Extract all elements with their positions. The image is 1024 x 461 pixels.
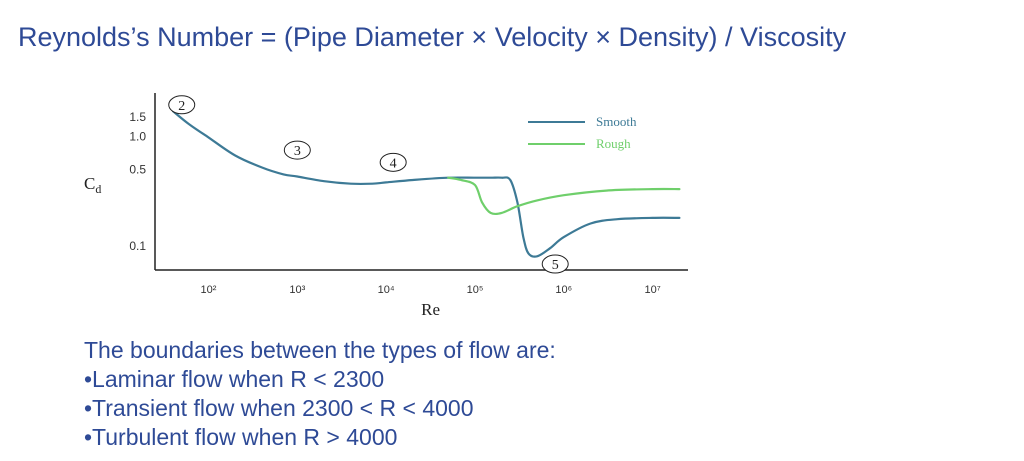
x-tick-label: 10³ <box>289 284 305 296</box>
legend: Smooth Rough <box>528 114 637 151</box>
region-marker-label: 3 <box>294 144 301 159</box>
legend-label-smooth: Smooth <box>596 114 637 129</box>
y-tick-label: 0.1 <box>129 239 146 253</box>
y-tick-label: 0.5 <box>129 162 146 176</box>
y-axis-label-subscript: d <box>95 182 101 196</box>
bullet-turbulent: •Turbulent flow when R > 4000 <box>84 424 398 450</box>
x-axis-label: Re <box>421 300 440 319</box>
region-marker: 2 <box>168 95 196 115</box>
region-marker: 4 <box>379 152 407 172</box>
flow-boundaries: The boundaries between the types of flow… <box>84 336 556 452</box>
x-tick-label: 10⁶ <box>555 284 572 296</box>
region-marker-circle <box>283 140 311 160</box>
bullets-heading: The boundaries between the types of flow… <box>84 337 556 363</box>
region-marker-circle <box>168 95 196 115</box>
series-line-rough <box>447 176 681 216</box>
x-tick-label: 10⁷ <box>645 284 661 296</box>
series-layer <box>172 110 681 258</box>
axes: 10² 10³ 10⁴ 10⁵ 10⁶ 10⁷ 1.5 1.0 0.5 0.1 Re Cd <box>84 93 688 319</box>
region-marker: 3 <box>283 140 311 160</box>
region-marker-label: 4 <box>390 156 397 171</box>
region-marker-circle <box>541 254 569 274</box>
y-tick-label: 1.5 <box>129 110 146 124</box>
region-marker-label: 2 <box>178 99 185 114</box>
x-tick-label: 10⁴ <box>378 284 395 296</box>
region-marker-label: 5 <box>552 258 559 273</box>
y-axis-label: Cd <box>84 174 101 196</box>
region-marker: 5 <box>541 254 569 274</box>
bullet-transient: •Transient flow when 2300 < R < 4000 <box>84 395 474 421</box>
annotations: 2 3 4 5 <box>168 95 569 274</box>
legend-label-rough: Rough <box>596 136 631 151</box>
region-marker-circle <box>379 152 407 172</box>
series-line-smooth <box>172 110 681 258</box>
bullet-laminar: •Laminar flow when R < 2300 <box>84 366 385 392</box>
y-tick-label: 1.0 <box>129 129 146 143</box>
slide-title: Reynolds’s Number = (Pipe Diameter × Vel… <box>18 22 847 52</box>
x-tick-label: 10² <box>201 284 217 296</box>
x-tick-label: 10⁵ <box>467 284 484 296</box>
